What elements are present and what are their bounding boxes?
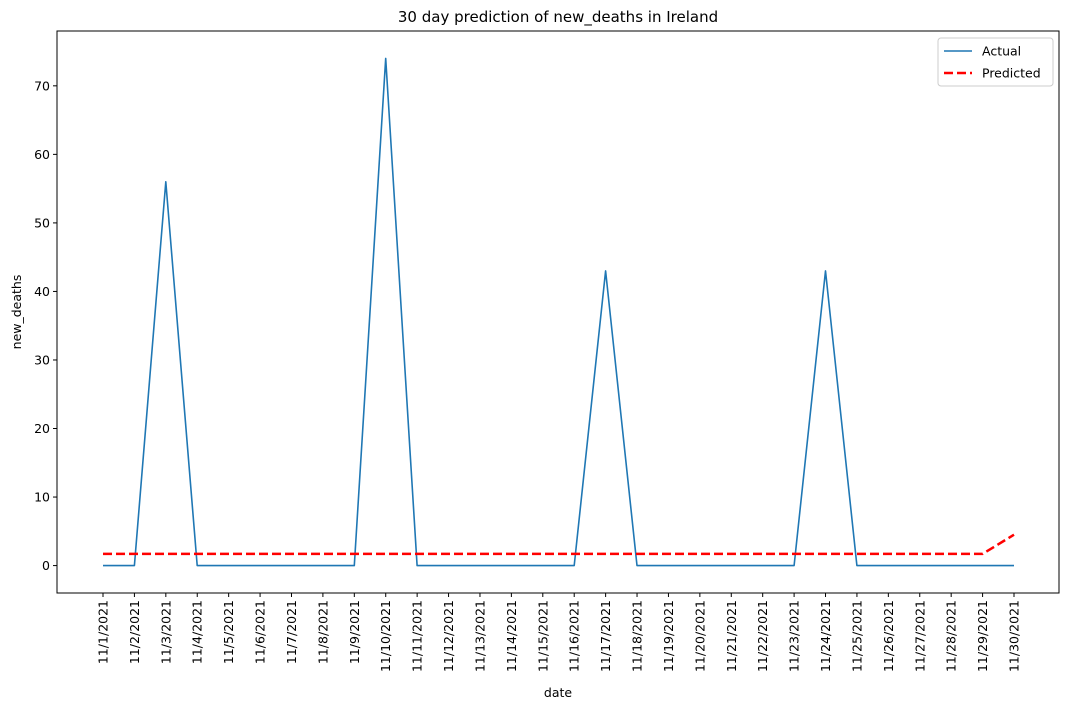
x-tick-label: 11/21/2021 [724, 600, 739, 672]
y-tick-label: 50 [34, 215, 50, 230]
y-axis: 0 10 20 30 40 50 60 70 [34, 78, 57, 573]
y-tick-label: 10 [34, 490, 50, 505]
x-tick-label: 11/1/2021 [96, 600, 111, 664]
y-tick-label: 0 [42, 558, 50, 573]
y-tick-label: 60 [34, 147, 50, 162]
x-tick-label: 11/13/2021 [472, 600, 487, 672]
x-tick-label: 11/6/2021 [253, 600, 268, 664]
y-tick-label: 20 [34, 421, 50, 436]
x-tick-label: 11/5/2021 [221, 600, 236, 664]
y-tick-label: 30 [34, 352, 50, 367]
legend: Actual Predicted [937, 37, 1054, 87]
x-axis: 11/1/2021 11/2/2021 11/3/2021 11/4/2021 11/5… [96, 593, 1022, 672]
x-tick-label: 11/30/2021 [1007, 600, 1022, 672]
x-tick-label: 11/26/2021 [881, 600, 896, 672]
x-tick-label: 11/10/2021 [378, 600, 393, 672]
y-tick-label: 40 [34, 284, 50, 299]
x-axis-label: date [544, 685, 572, 700]
x-tick-label: 11/15/2021 [535, 600, 550, 672]
x-tick-label: 11/16/2021 [567, 600, 582, 672]
legend-label-actual: Actual [982, 44, 1021, 59]
chart-title: 30 day prediction of new_deaths in Irela… [398, 8, 718, 27]
x-tick-label: 11/23/2021 [787, 600, 802, 672]
x-tick-label: 11/28/2021 [944, 600, 959, 672]
x-tick-label: 11/4/2021 [190, 600, 205, 664]
x-tick-label: 11/12/2021 [441, 600, 456, 672]
legend-frame [937, 37, 1054, 87]
y-tick-label: 70 [34, 78, 50, 93]
x-tick-label: 11/8/2021 [315, 600, 330, 664]
x-tick-label: 11/9/2021 [347, 600, 362, 664]
series-line-predicted [103, 533, 1015, 556]
x-tick-label: 11/17/2021 [598, 600, 613, 672]
series-layer [103, 57, 1015, 567]
y-axis-label: new_deaths [9, 275, 24, 350]
x-tick-label: 11/14/2021 [504, 600, 519, 672]
x-tick-label: 11/22/2021 [755, 600, 770, 672]
series-line-actual [103, 57, 1014, 567]
x-tick-label: 11/20/2021 [692, 600, 707, 672]
x-tick-label: 11/2/2021 [127, 600, 142, 664]
x-tick-label: 11/18/2021 [630, 600, 645, 672]
x-tick-label: 11/29/2021 [975, 600, 990, 672]
x-tick-label: 11/7/2021 [284, 600, 299, 664]
x-tick-label: 11/3/2021 [158, 600, 173, 664]
x-tick-label: 11/19/2021 [661, 600, 676, 672]
x-tick-label: 11/11/2021 [410, 600, 425, 672]
legend-label-predicted: Predicted [982, 66, 1041, 81]
x-tick-label: 11/27/2021 [912, 600, 927, 672]
plot-area-frame [56, 30, 1060, 594]
x-tick-label: 11/24/2021 [818, 600, 833, 672]
x-tick-label: 11/25/2021 [849, 600, 864, 672]
